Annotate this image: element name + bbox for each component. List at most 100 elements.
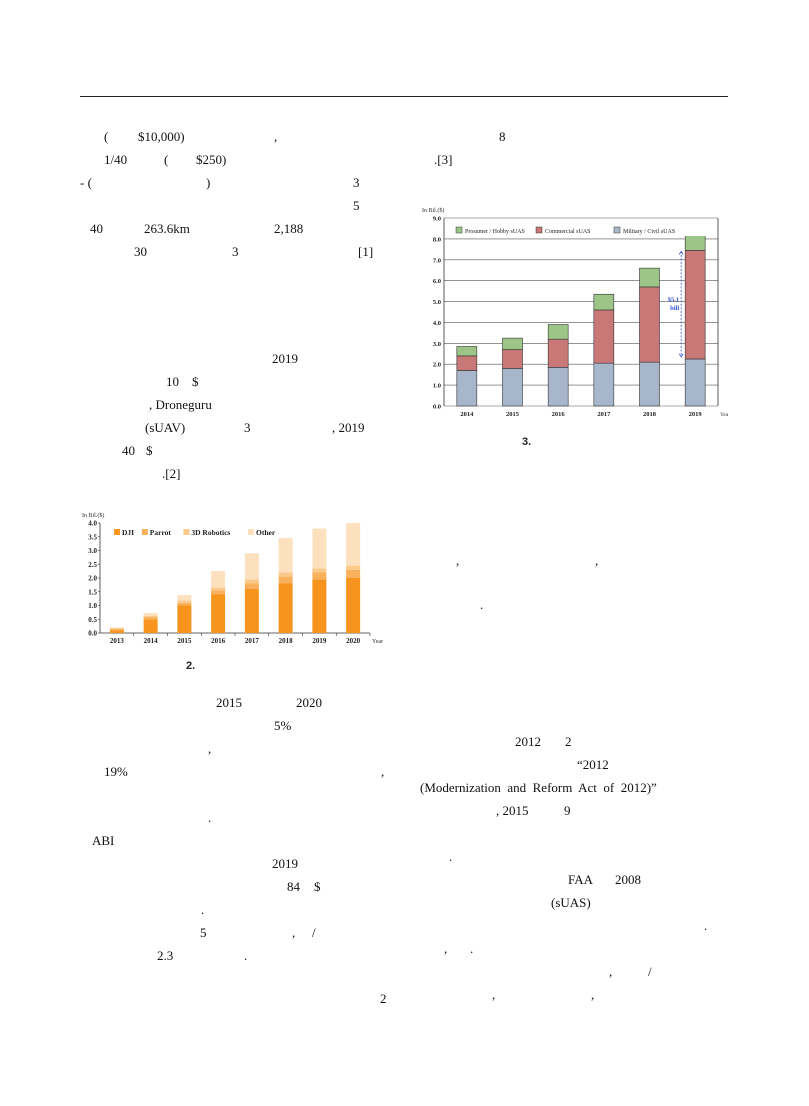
text-fragment: ( [104,129,109,144]
bar-segment [547,338,569,368]
bar-segment [211,594,226,633]
text-fragment: . [201,902,205,917]
bar-segment [177,602,192,606]
legend-background [452,224,714,236]
y-tick-label: 3.0 [88,547,97,555]
legend-swatch [535,226,543,234]
bar-segment [177,605,192,633]
text-fragment: 263.6km [144,221,190,236]
text-fragment: 9 [564,803,571,818]
text-fragment: $10,000) [138,129,185,144]
annotation-label: bill [670,305,679,312]
bar-segment [502,368,523,407]
text-fragment: 84 [287,879,300,894]
bar-segment [278,538,293,573]
x-tick-label: 2014 [460,411,474,418]
figure-3-chart: In Bil.($) 0.0 1.0 2.0 3.0 4.0 5.0 6.0 7.0 8.0 9.0… [422,207,728,418]
text-fragment: , [274,129,278,144]
bar-segment [244,589,259,633]
text-fragment: . [704,918,708,933]
bar-segment [211,590,226,595]
text-fragment: 40 [122,443,135,458]
legend-label: Military / Civil sUAS [623,229,675,235]
y-tick-label: 0.0 [433,404,441,411]
y-tick-label: 0.5 [88,616,97,624]
bar-segment [143,615,158,618]
bar-segment [109,628,124,629]
text-fragment: 5 [200,925,207,940]
bar-segment [312,568,327,573]
text-fragment: (sUAV) [145,420,186,435]
text-fragment: / [648,964,652,979]
bar-segment [502,337,523,350]
bar-segment [346,565,361,570]
text-fragment: $ [192,374,199,389]
legend-swatch [248,529,254,535]
x-tick-label: 2018 [643,411,657,418]
bar-segment [639,267,660,288]
bar-segment [244,553,259,580]
bar-segment [456,370,478,407]
text-fragment: , [381,764,385,779]
header-rule [80,96,728,97]
legend-swatch [613,226,621,234]
legend-swatch [141,529,148,535]
text-fragment: (sUAS) [551,895,591,910]
text-fragment: 1/40 [104,152,128,167]
y-tick-label: 0.0 [88,630,97,638]
bar-segment [143,617,158,620]
text-fragment: ) [206,175,211,190]
text-fragment: 2,188 [274,221,304,236]
y-tick-label: 5.0 [433,299,441,306]
bar-segment [278,572,293,577]
y-tick-label: 2.0 [88,575,97,583]
figure-3-caption: 3. [522,436,532,448]
legend-swatch [183,529,190,535]
annotation-arrowhead-top [678,250,684,255]
text-fragment: [1] [358,244,374,259]
text-fragment: ( [164,152,169,167]
text-fragment: $ [146,443,153,458]
legend-label: Parrot [150,528,172,537]
annotation-label: $5.1 [668,297,679,304]
text-fragment: 2019 [272,351,298,366]
bar-segment [456,355,478,371]
legend-swatch [114,529,120,535]
text-fragment: $250) [196,152,227,167]
text-fragment: . [480,597,484,612]
bar-segment [244,583,259,589]
legend-label: 3D Robotics [191,528,230,537]
bar-segment [211,587,226,591]
text-fragment: 8 [499,129,506,144]
text-fragment: 2020 [296,695,322,710]
annotation-arrowhead-bottom [678,353,684,358]
text-fragment: , [444,941,448,956]
x-tick-label: 2017 [245,637,260,645]
text-fragment: (Modernization and Reform Act of 2012)” [420,780,657,795]
bar-segment [684,358,706,407]
y-tick-label: 1.0 [88,602,97,610]
text-fragment: 2 [565,734,572,749]
y-tick-label: 9.0 [433,216,441,223]
text-fragment: / [312,925,316,940]
x-tick-label: 2014 [144,637,159,645]
legend-label: Prosumer / Hobby sUAS [465,229,525,235]
figure-2-chart: In Bil.($) 0.0 0.5 1.0 1.5 2.0 2.5 3.0 3.5 4.0 201… [82,512,383,645]
bar-segment [547,367,569,407]
legend-label: Other [256,528,276,537]
text-fragment: ABI [92,833,115,848]
y-tick-label: 2.5 [88,561,97,569]
bar-segment [211,571,226,588]
text-fragment: 2.3 [157,948,174,963]
bar-segment [143,612,158,616]
text-fragment: 19% [104,764,128,779]
y-tick-label: 6.0 [433,278,441,285]
bar-segment [143,619,158,633]
x-axis-label: Year [720,412,728,418]
text-fragment: , [591,987,595,1002]
text-fragment: 3 [244,420,251,435]
bar-segment [346,578,361,633]
text-fragment: 2008 [615,872,641,887]
y-tick-label: 8.0 [433,236,441,243]
y-tick-label: 4.0 [433,320,441,327]
